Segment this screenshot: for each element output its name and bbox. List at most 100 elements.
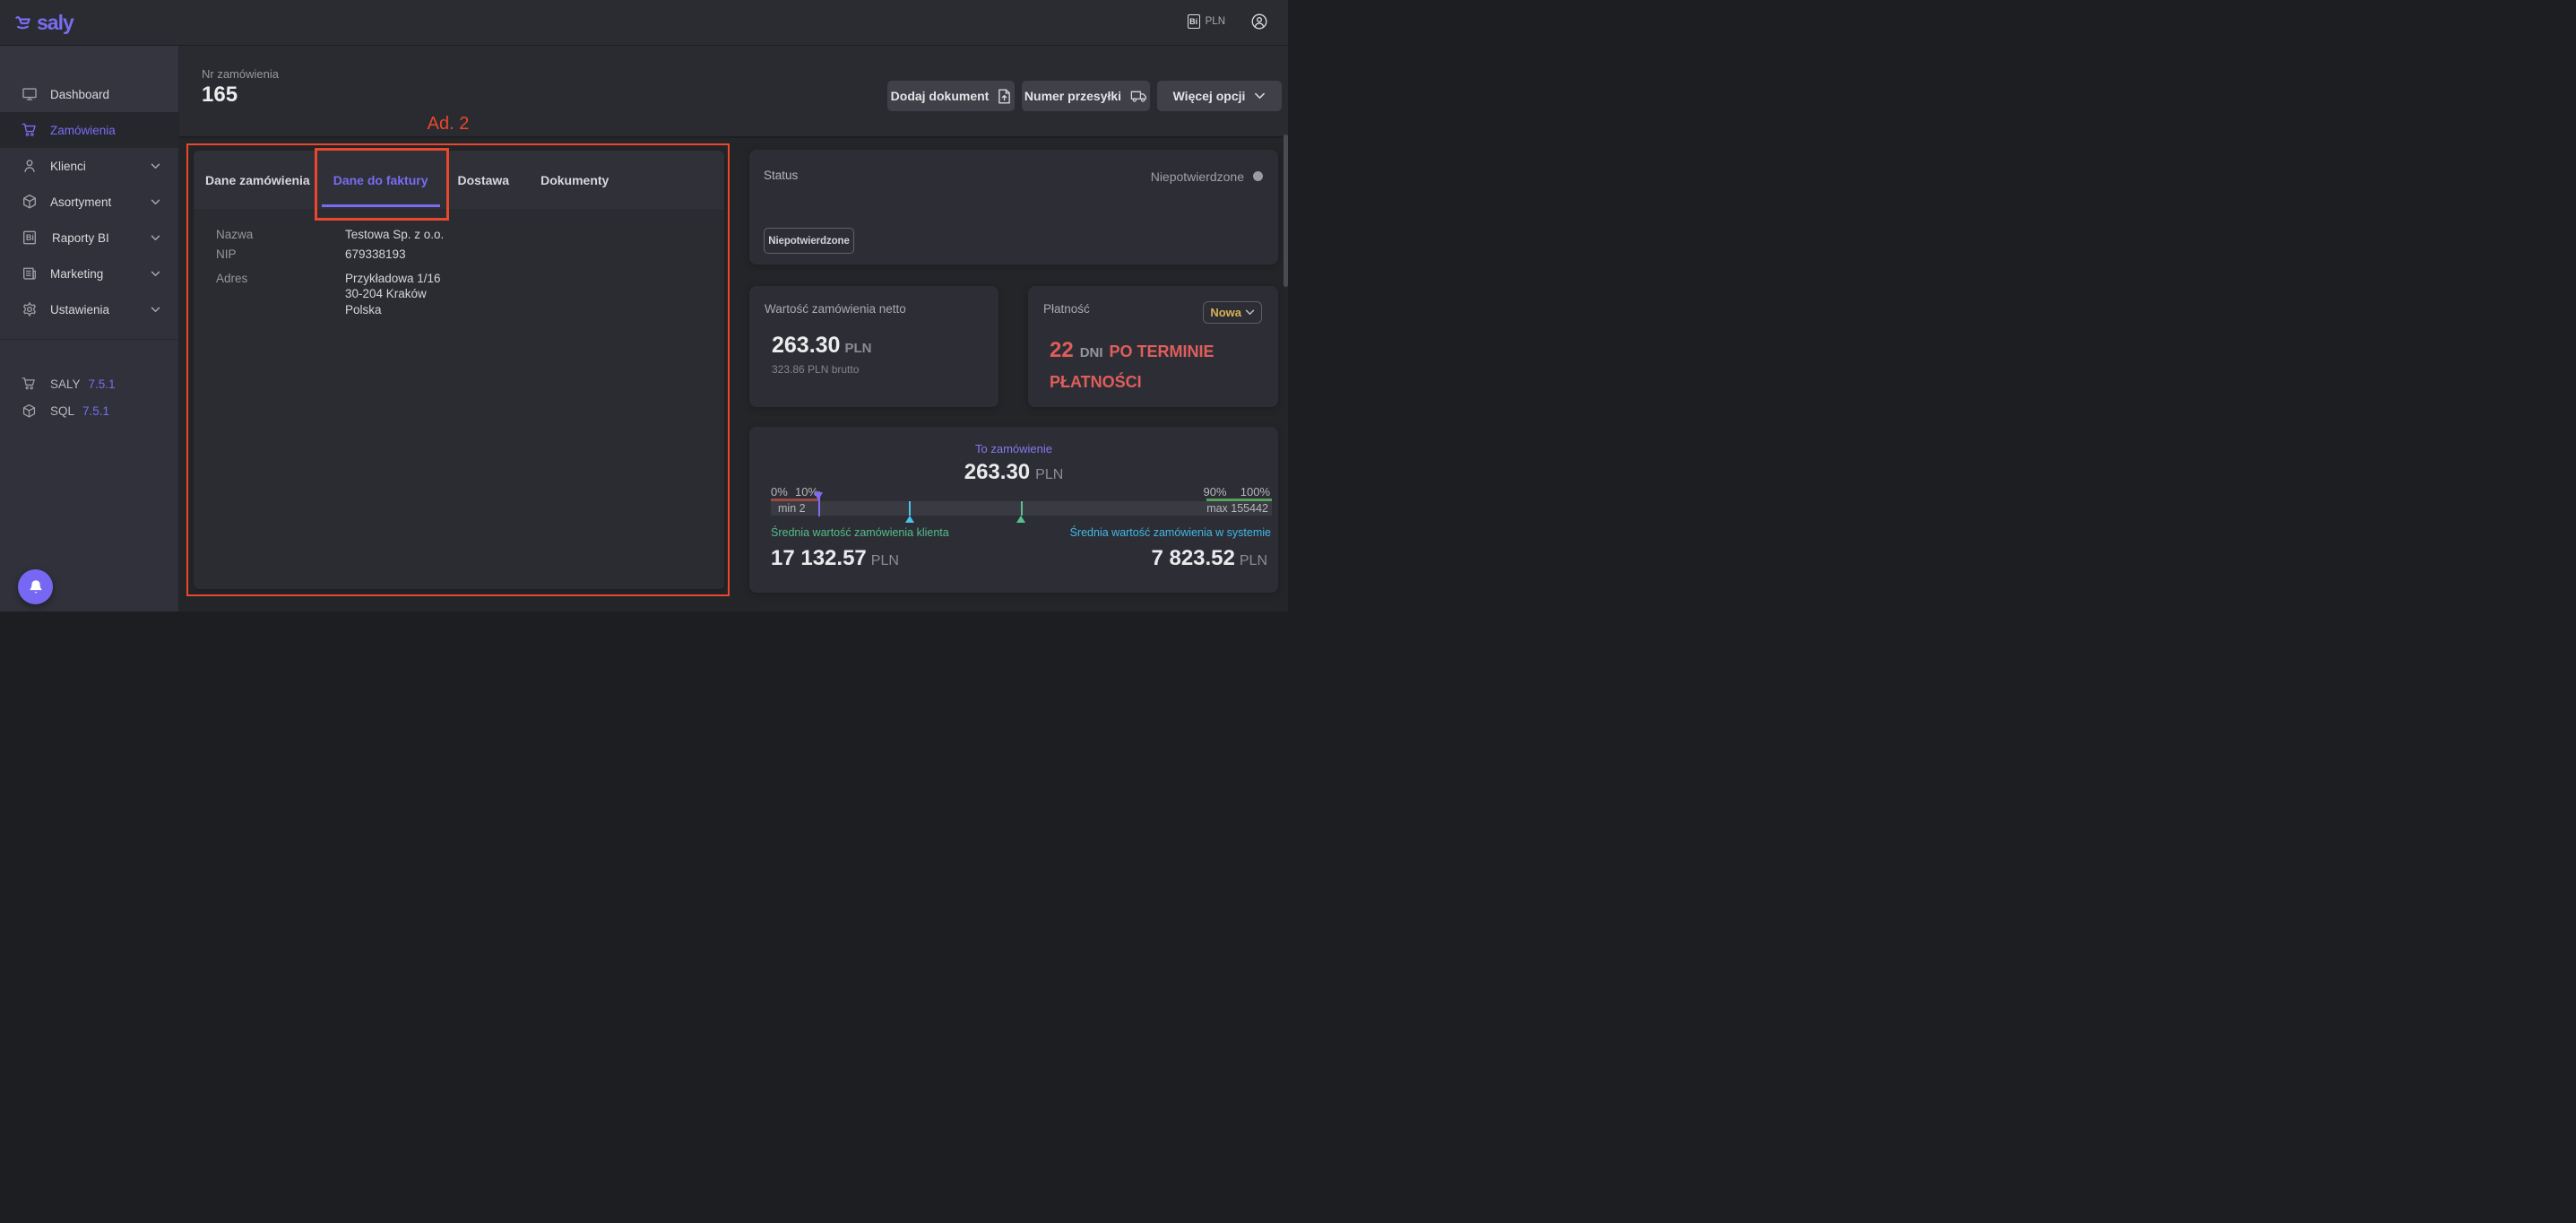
cart-icon	[22, 377, 37, 392]
status-card-title: Status	[764, 169, 799, 182]
scrollbar-thumb[interactable]	[1284, 134, 1288, 287]
sidebar-item-marketing[interactable]: Marketing	[0, 256, 178, 291]
order-number-label: Nr zamówienia	[202, 67, 279, 81]
client-avg-value: 17 132.57 PLN	[771, 545, 899, 570]
sidebar-item-asortyment[interactable]: Asortyment	[0, 184, 178, 220]
invoice-address-value: Przykładowa 1/16 30-204 Kraków Polska	[345, 271, 441, 317]
payment-card-title: Płatność	[1043, 302, 1090, 316]
net-value-title: Wartość zamówienia netto	[765, 302, 906, 316]
payment-overdue-line2: PŁATNOŚCI	[1050, 373, 1142, 391]
sidebar-item-label: Klienci	[50, 159, 86, 173]
app-logo[interactable]: saly	[15, 12, 74, 33]
tab-bar: Dane zamówienia Dane do faktury Dostawa …	[194, 151, 724, 209]
chevron-down-icon	[151, 235, 160, 241]
sidebar-item-label: Asortyment	[50, 195, 112, 209]
sidebar-item-label: Marketing	[50, 266, 104, 281]
bell-icon	[30, 579, 41, 593]
person-icon	[22, 158, 38, 174]
invoice-nip-label: NIP	[216, 247, 237, 261]
chevron-down-icon	[1255, 92, 1266, 100]
this-order-label: To zamówienie	[975, 442, 1052, 455]
sidebar-item-dashboard[interactable]: Dashboard	[0, 76, 178, 112]
system-avg-value: 7 823.52 PLN	[1151, 545, 1267, 570]
net-amount: 263.30 PLN	[772, 332, 872, 358]
marker-line	[817, 491, 820, 516]
sidebar-item-raporty-bi[interactable]: Bi Raporty BI	[0, 220, 178, 256]
client-avg-label: Średnia wartość zamówienia klienta	[771, 525, 949, 539]
svg-text:Bi: Bi	[26, 233, 34, 242]
document-upload-icon	[998, 88, 1011, 104]
system-avg-label: Średnia wartość zamówienia w systemie	[1069, 525, 1271, 539]
sidebar-item-ustawienia[interactable]: Ustawienia	[0, 291, 178, 327]
invoice-row-nip: NIP 679338193	[216, 247, 724, 263]
slider-min-label: min 2	[778, 501, 806, 515]
topbar: saly Bi PLN	[0, 0, 1288, 46]
payment-status-value: Nowa	[1210, 306, 1241, 319]
order-value-slider: 0% 10% 90% 100% min 2 max 155442	[771, 485, 1272, 593]
package-icon	[22, 403, 37, 419]
invoice-row-name: Nazwa Testowa Sp. z o.o.	[216, 227, 724, 243]
chevron-down-icon	[151, 199, 160, 205]
bi-report-icon: Bi	[22, 230, 38, 246]
version-row-saly: SALY 7.5.1	[0, 370, 178, 397]
add-document-label: Dodaj dokument	[890, 89, 990, 103]
slider-max-label: max 155442	[1206, 501, 1268, 515]
monitor-icon	[22, 86, 38, 102]
sidebar-item-label: Raporty BI	[52, 230, 109, 245]
sidebar-item-label: Ustawienia	[50, 302, 110, 317]
version-row-sql: SQL 7.5.1	[0, 397, 178, 424]
tab-dostawa[interactable]: Dostawa	[457, 172, 510, 187]
scale-90-label: 90%	[1203, 485, 1227, 499]
notifications-button[interactable]	[18, 568, 53, 604]
this-order-value: 263.30 PLN	[964, 460, 1064, 484]
marker-line	[909, 500, 911, 516]
package-icon	[22, 194, 38, 210]
version-name: SQL	[50, 403, 75, 418]
high-zone-segment	[1206, 499, 1272, 501]
sidebar-item-klienci[interactable]: Klienci	[0, 148, 178, 184]
bi-currency-icon: Bi	[1187, 14, 1200, 29]
net-currency: PLN	[844, 340, 872, 356]
low-zone-segment	[771, 499, 819, 501]
invoice-name-label: Nazwa	[216, 228, 254, 241]
newspaper-icon	[22, 265, 38, 282]
gear-icon	[22, 301, 38, 317]
account-icon[interactable]	[1251, 13, 1267, 30]
status-dot-icon	[1253, 171, 1263, 181]
status-chip-button[interactable]: Niepotwierdzone	[764, 228, 854, 254]
sidebar: Dashboard Zamówienia	[0, 46, 179, 612]
add-document-button[interactable]: Dodaj dokument	[887, 81, 1015, 111]
tab-dokumenty[interactable]: Dokumenty	[540, 172, 609, 187]
net-value-card: Wartość zamówienia netto 263.30 PLN 323.8…	[749, 286, 998, 407]
tab-dane-do-faktury[interactable]: Dane do faktury	[321, 151, 440, 209]
invoice-name-value: Testowa Sp. z o.o.	[345, 228, 445, 241]
tab-dane-zamowienia[interactable]: Dane zamówienia	[205, 172, 310, 187]
invoice-row-address: Adres Przykładowa 1/16 30-204 Kraków Pol…	[216, 271, 724, 318]
overdue-text-1: PO TERMINIE	[1109, 343, 1215, 360]
order-details-card: Dane zamówienia Dane do faktury Dostawa …	[194, 151, 724, 589]
order-details-page: saly Bi PLN Dashb	[0, 0, 1288, 612]
invoice-nip-value: 679338193	[345, 247, 406, 261]
cart-icon	[22, 122, 38, 138]
version-info: SALY 7.5.1 SQL 7.5.1	[0, 340, 178, 424]
scale-10-label: 10%	[794, 485, 818, 499]
scale-0-label: 0%	[771, 485, 788, 499]
chevron-down-icon	[151, 271, 160, 277]
currency-switcher[interactable]: Bi PLN	[1187, 14, 1225, 29]
overdue-days: 22	[1050, 338, 1074, 362]
status-card: Status Niepotwierdzone Niepotwierdzone	[749, 150, 1278, 265]
order-stats-card: To zamówienie 263.30 PLN 0% 10% 90% 100% …	[749, 427, 1278, 593]
marker-line	[1020, 500, 1023, 516]
payment-status-select[interactable]: Nowa	[1203, 301, 1262, 324]
version-name: SALY	[50, 377, 81, 391]
payment-card: Płatność Nowa 22 DNI PO TERMINIE PŁATNOŚ…	[1028, 286, 1278, 407]
sidebar-item-label: Dashboard	[50, 87, 110, 101]
sidebar-nav: Dashboard Zamówienia	[0, 46, 178, 327]
triangle-up-icon	[904, 515, 914, 523]
invoice-address-label: Adres	[216, 271, 248, 285]
more-options-button[interactable]: Więcej opcji	[1157, 81, 1282, 111]
tracking-number-button[interactable]: Numer przesyłki	[1022, 81, 1150, 111]
currency-label: PLN	[1205, 16, 1225, 27]
cart-logo-icon	[15, 16, 30, 30]
sidebar-item-zamowienia[interactable]: Zamówienia	[0, 112, 178, 148]
